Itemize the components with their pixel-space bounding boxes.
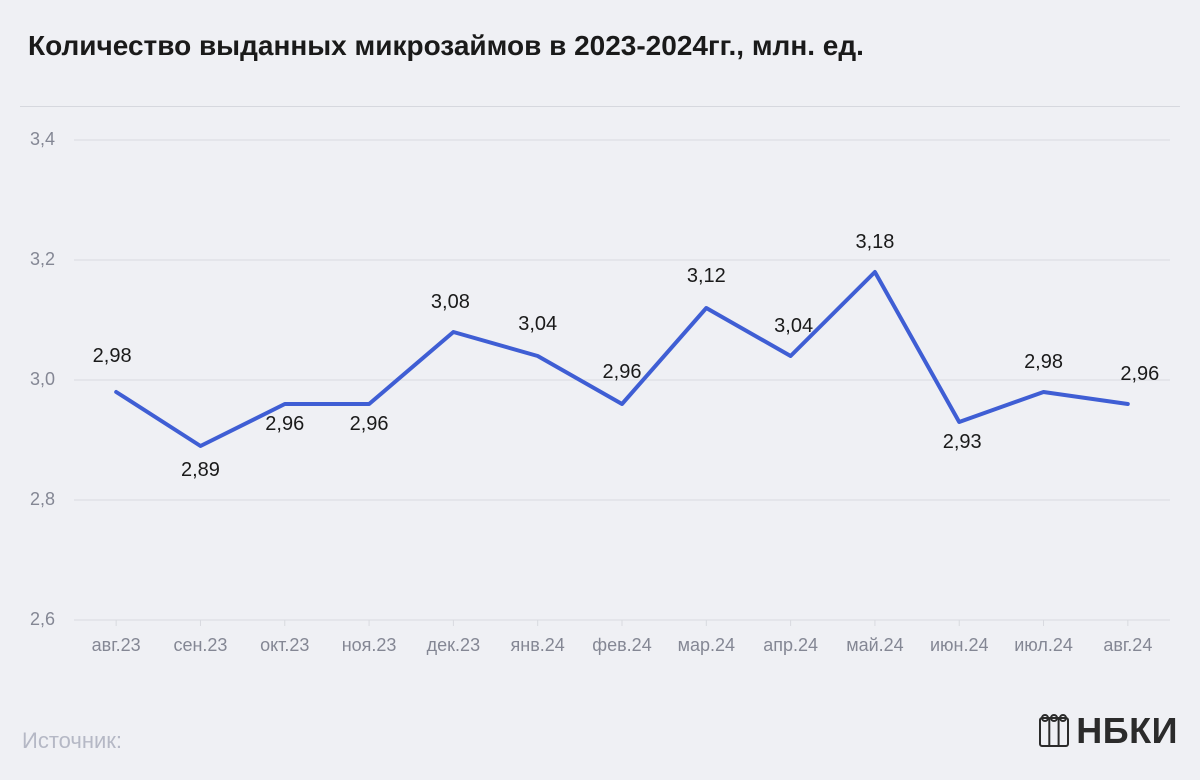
data-label: 3,12 [687, 265, 726, 287]
data-label: 3,18 [855, 231, 894, 253]
y-tick-label: 2,6 [30, 609, 55, 629]
y-tick-label: 3,0 [30, 369, 55, 389]
data-label: 2,98 [1024, 351, 1063, 373]
line-chart: 2,6 2,8 3,0 3,2 3,4 авг.23 сен.23 окт.23 ноя.23 д… [20, 120, 1180, 680]
chart-title: Количество выданных микрозаймов в 2023-2… [28, 30, 864, 62]
data-label: 2,93 [943, 431, 982, 453]
x-tick-label: сен.23 [173, 635, 227, 655]
x-tick-label: окт.23 [260, 635, 309, 655]
x-tick-label: авг.23 [92, 635, 141, 655]
nbki-logo-icon [1038, 714, 1070, 748]
x-tick-label: ноя.23 [342, 635, 397, 655]
data-label: 2,96 [265, 413, 304, 435]
data-label: 2,96 [1120, 363, 1159, 385]
data-label: 3,08 [431, 291, 470, 313]
data-label: 2,96 [603, 361, 642, 383]
title-divider [20, 106, 1180, 107]
x-tick-label: июл.24 [1014, 635, 1073, 655]
data-label: 2,89 [181, 459, 220, 481]
x-tick-label: май.24 [846, 635, 903, 655]
x-tick-label: янв.24 [511, 635, 565, 655]
nbki-logo: НБКИ [1038, 710, 1178, 752]
x-tick-label: апр.24 [763, 635, 818, 655]
data-label: 3,04 [774, 315, 813, 337]
chart-frame: Количество выданных микрозаймов в 2023-2… [0, 0, 1200, 780]
y-tick-label: 3,4 [30, 129, 55, 149]
x-tick-label: июн.24 [930, 635, 989, 655]
y-tick-label: 3,2 [30, 249, 55, 269]
x-tick-label: дек.23 [427, 635, 480, 655]
data-label: 2,96 [350, 413, 389, 435]
x-tick-label: фев.24 [592, 635, 651, 655]
y-tick-label: 2,8 [30, 489, 55, 509]
nbki-logo-text: НБКИ [1076, 710, 1178, 752]
x-tick-label: мар.24 [678, 635, 735, 655]
data-label: 2,98 [93, 345, 132, 367]
source-label: Источник: [22, 728, 122, 754]
x-tick-label: авг.24 [1103, 635, 1152, 655]
data-label: 3,04 [518, 313, 557, 335]
